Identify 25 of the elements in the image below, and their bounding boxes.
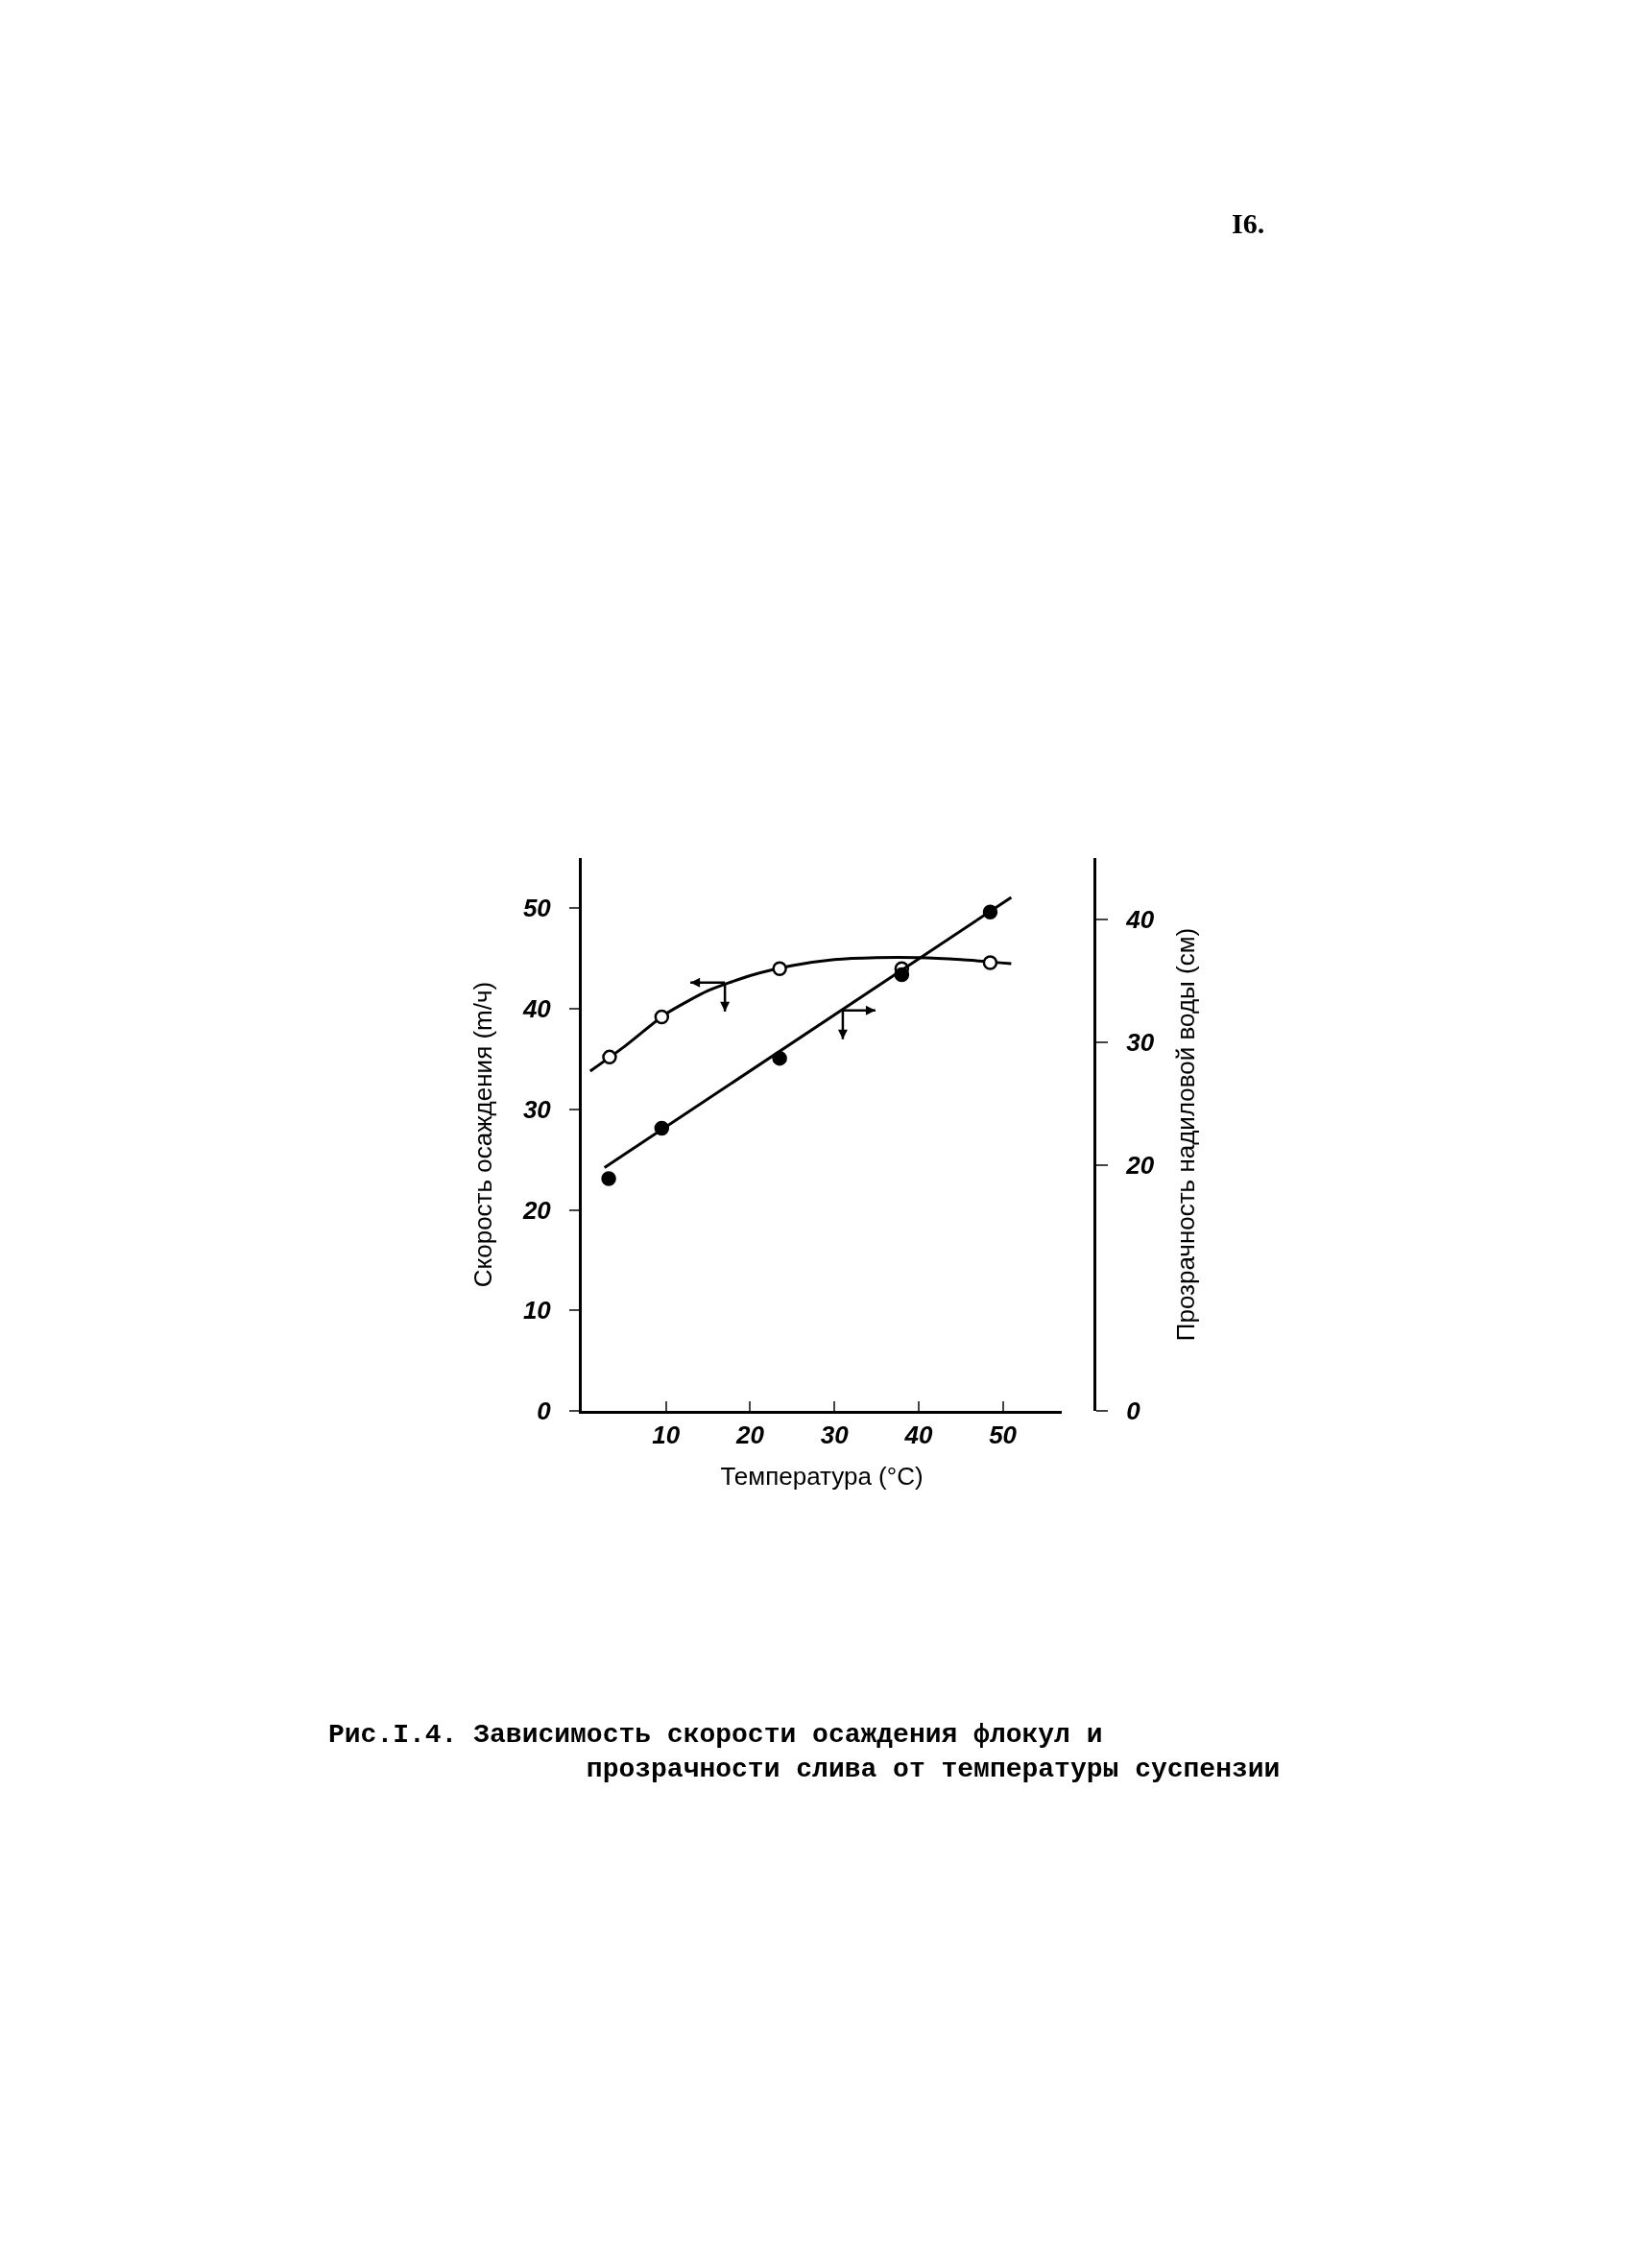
y2-tick-label: 40 xyxy=(1125,905,1155,935)
y-tick-label: 0 xyxy=(537,1397,552,1426)
y2-tick-label: 20 xyxy=(1125,1151,1155,1181)
y-tick-label: 50 xyxy=(522,894,552,923)
x-tick-label: 50 xyxy=(989,1420,1018,1450)
point xyxy=(602,1049,617,1065)
y-tick-label: 10 xyxy=(522,1296,552,1325)
y-tick-label: 30 xyxy=(522,1094,552,1124)
y-tick-label: 40 xyxy=(521,994,552,1024)
x-tick-label: 20 xyxy=(734,1420,765,1450)
y2-tick-label: 0 xyxy=(1126,1397,1141,1426)
text: I6. xyxy=(1232,207,1265,239)
point xyxy=(982,955,998,970)
y2-tick-label: 30 xyxy=(1126,1028,1155,1058)
y2-axis-title: Прозрачность надиловой воды (см) xyxy=(1171,927,1201,1342)
x-tick-label: 10 xyxy=(652,1420,681,1450)
x-axis-title: Температура (°C) xyxy=(720,1461,924,1491)
x-tick-label: 30 xyxy=(820,1420,850,1450)
x-tick-label: 40 xyxy=(903,1420,933,1450)
point xyxy=(601,1171,616,1186)
y-tick-label: 20 xyxy=(521,1195,552,1225)
point xyxy=(654,1009,670,1025)
point xyxy=(772,961,787,976)
text: Рис.I.4. Зависимость скорости осаждения флокул и прозрачности слива от температуры суспензии xyxy=(328,1720,1281,1785)
y-axis-title: Скорость осаждения (m/ч) xyxy=(468,981,498,1288)
